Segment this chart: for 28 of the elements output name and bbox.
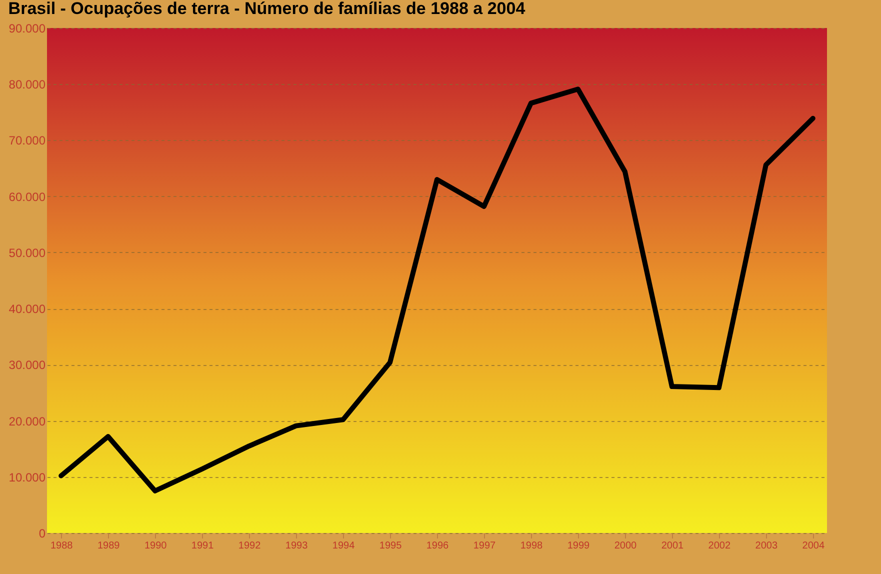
x-tick-label: 2001 [661,540,684,552]
x-tick-label: 2000 [614,540,638,552]
x-tick-label: 1995 [379,540,402,552]
y-tick-label: 10.000 [8,470,46,484]
x-tick-label: 2003 [755,540,778,552]
x-tick-label: 1997 [473,540,496,552]
x-tick-label: 1994 [332,540,356,552]
y-tick-label: 70.000 [8,134,46,148]
x-tick-label: 1999 [567,540,590,552]
y-tick-label: 20.000 [8,414,46,428]
y-tick-label: 60.000 [8,190,46,204]
x-tick-label: 1991 [191,540,214,552]
y-tick-label: 0 [38,526,46,540]
x-tick-label: 1998 [520,540,544,552]
y-tick-label: 40.000 [8,302,46,316]
y-tick-label: 90.000 [8,22,46,36]
x-tick-label: 1989 [97,540,120,552]
y-tick-label: 80.000 [8,78,46,92]
x-tick-label: 2004 [802,540,825,552]
x-tick-label: 1990 [144,540,168,552]
x-tick-label: 1993 [285,540,308,552]
y-tick-label: 50.000 [8,246,46,260]
x-tick-label: 1988 [50,540,74,552]
x-tick-label: 2002 [708,540,731,552]
chart-title: Brasil - Ocupações de terra - Número de famílias de 1988 a 2004 [8,0,526,18]
x-tick-label: 1992 [238,540,262,552]
y-tick-label: 30.000 [8,358,46,372]
x-tick-label: 1996 [426,540,450,552]
